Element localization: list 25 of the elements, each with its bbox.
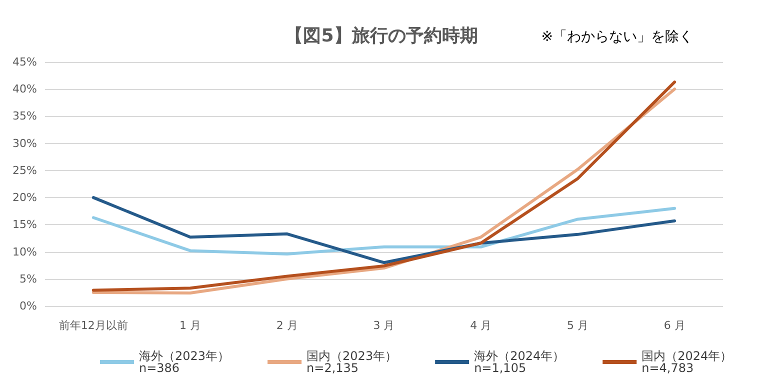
chart-title: 【図5】旅行の予約時期 — [285, 26, 478, 46]
y-tick-label: 30% — [12, 136, 37, 150]
line-series — [92, 196, 676, 264]
y-tick-label: 5% — [20, 272, 37, 286]
y-tick-label: 45% — [12, 56, 37, 68]
line-series — [92, 206, 676, 256]
x-tick-label: 1 月 — [180, 319, 202, 332]
x-tick-label: 前年12月以前 — [58, 319, 128, 332]
y-tick-label: 35% — [12, 110, 37, 123]
legend-label: 海外（2024年） n=1,105 — [474, 349, 565, 375]
x-tick-label: 5 月 — [566, 319, 588, 332]
text: ※「わからない」を除く — [541, 29, 694, 45]
y-tick-label: 15% — [12, 218, 37, 232]
legend-label: 海外（2023年） n=386 — [139, 349, 230, 375]
y-tick-label: 40% — [12, 82, 37, 96]
x-tick-label: 3 月 — [373, 319, 395, 332]
y-tick-label: 0% — [20, 300, 37, 312]
legend-label: 国内（2023年） n=2,135 — [306, 349, 398, 375]
x-tick-label: 2 月 — [276, 319, 298, 332]
x-tick-label: 6 月 — [664, 319, 686, 332]
x-tick-label: 4 月 — [470, 319, 492, 332]
y-tick-label: 10% — [12, 245, 37, 258]
legend-label: 国内（2024年） n=4,783 — [642, 349, 732, 375]
y-tick-label: 25% — [12, 164, 37, 177]
y-tick-label: 20% — [12, 191, 37, 204]
